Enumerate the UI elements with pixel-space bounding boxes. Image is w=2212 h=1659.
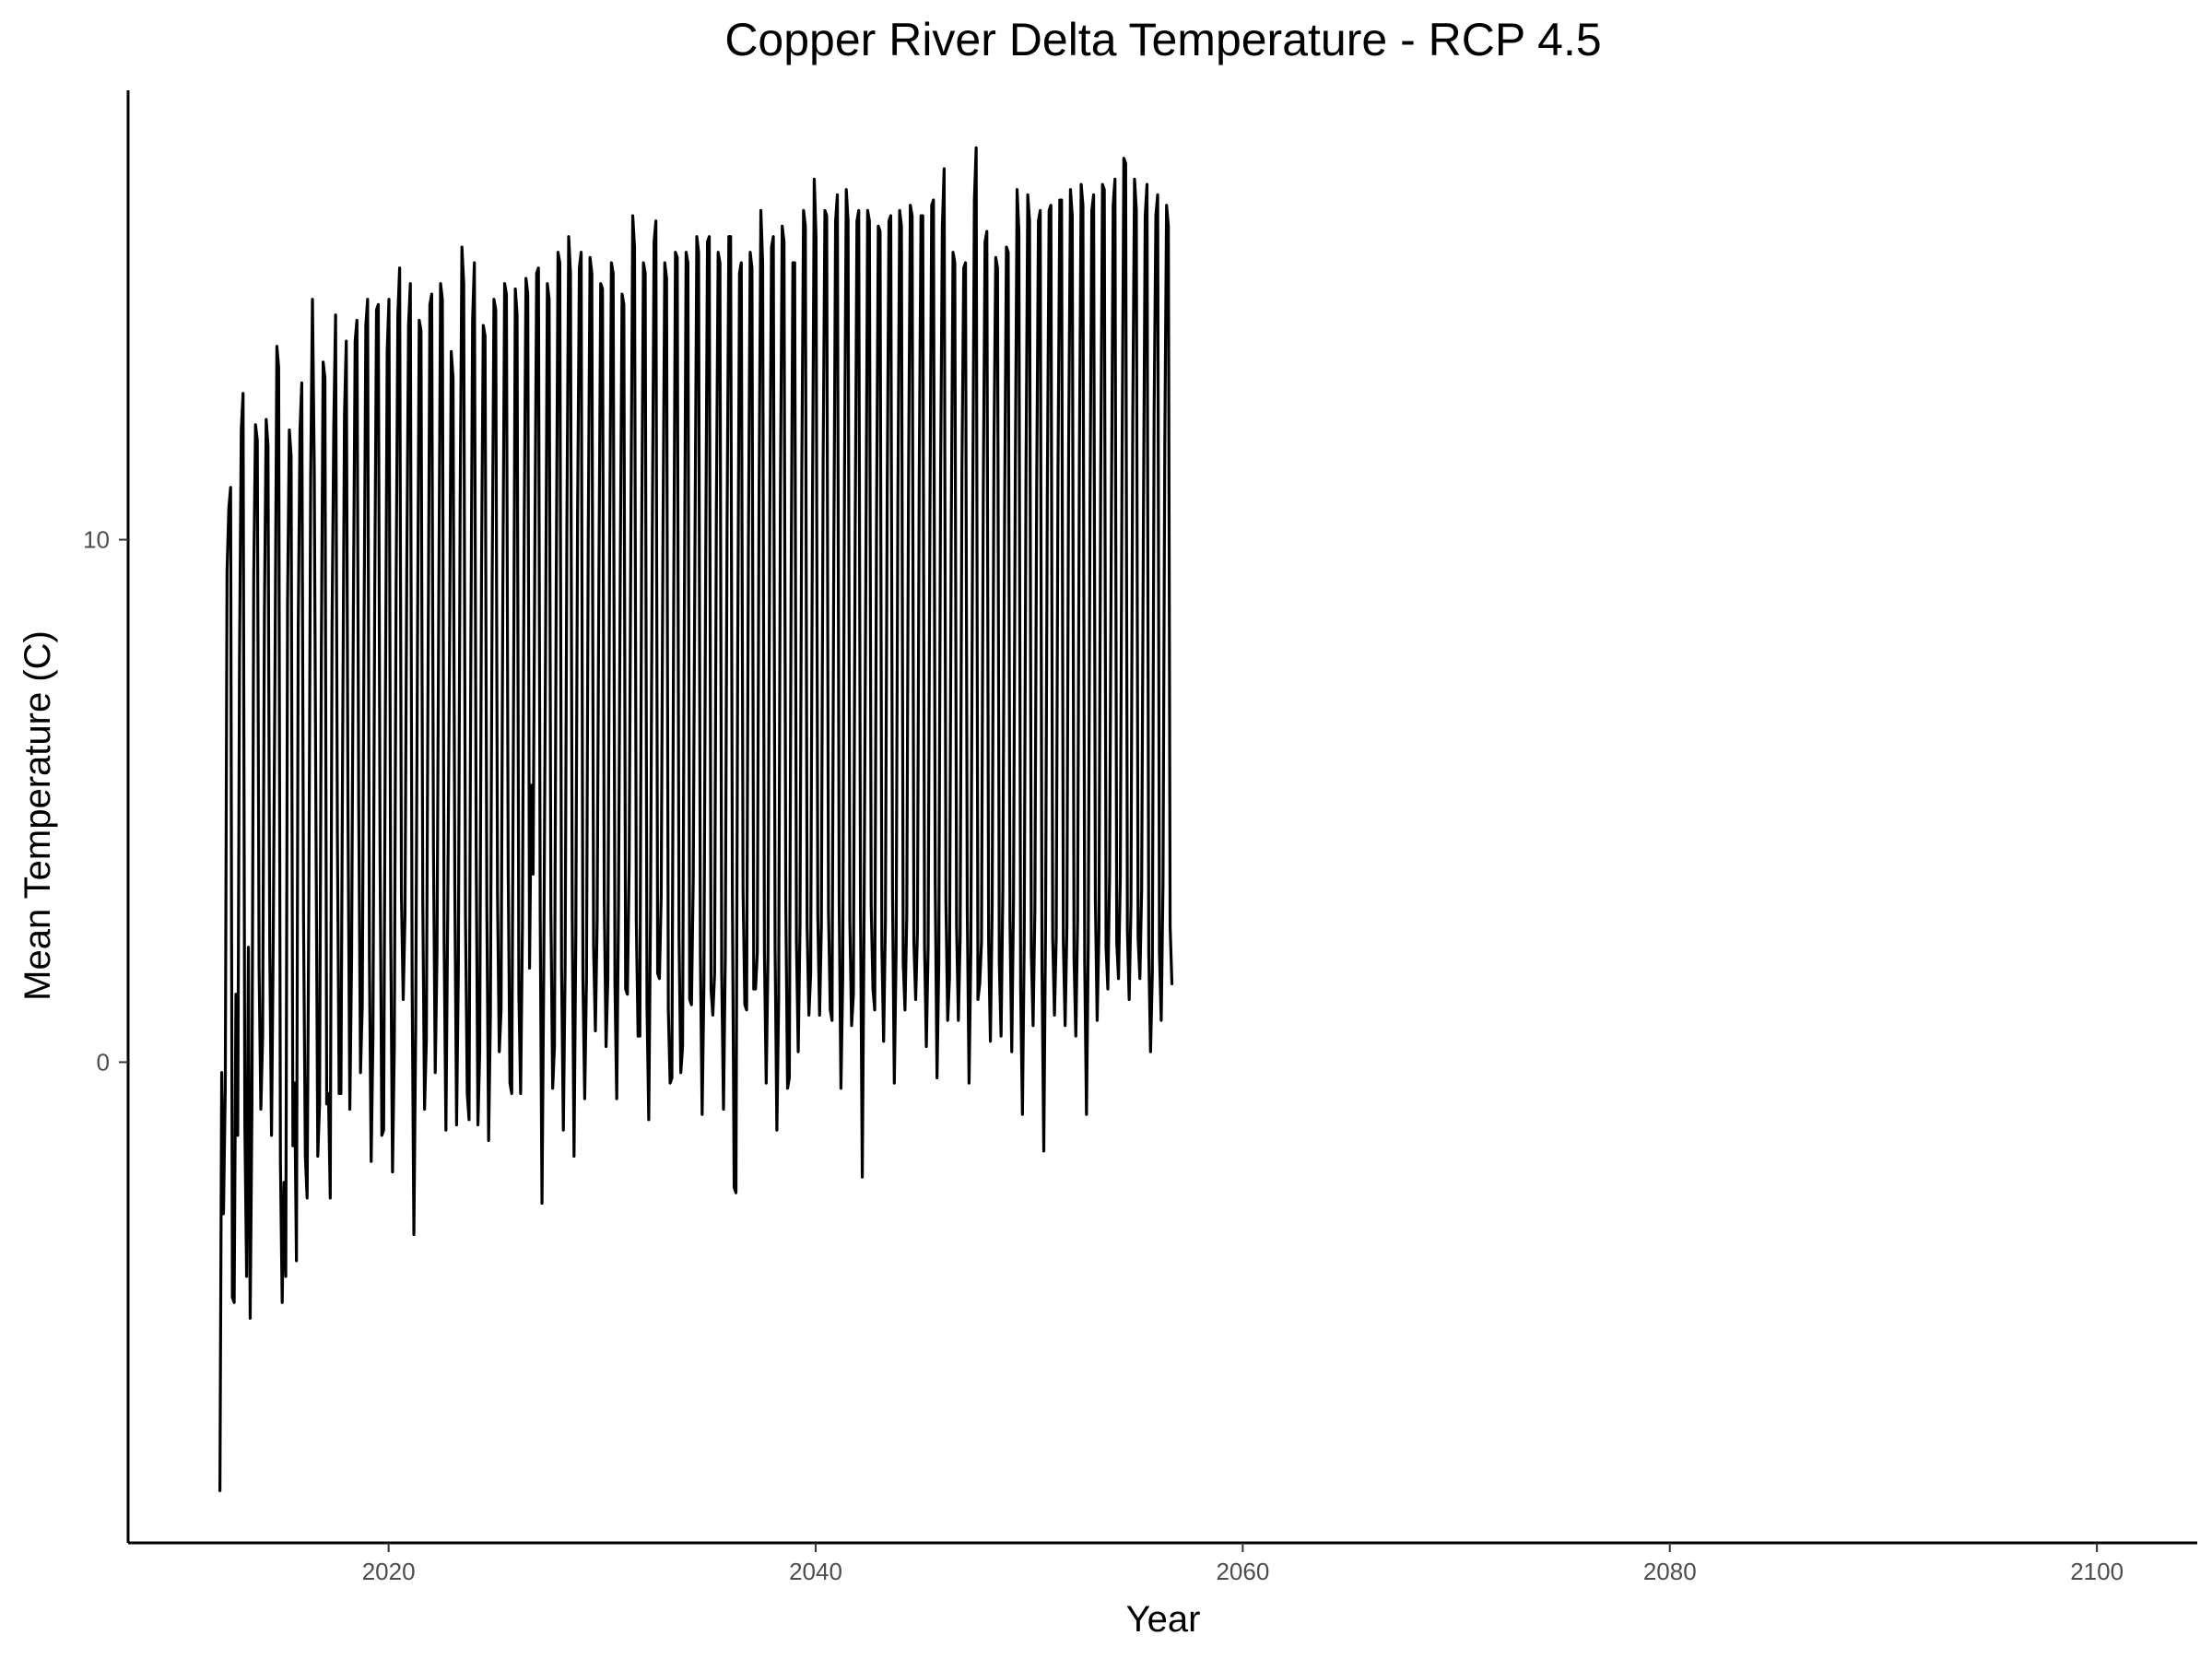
x-axis-title: Year bbox=[1126, 1599, 1201, 1640]
plot-area bbox=[218, 146, 1174, 1492]
x-tick-label: 2060 bbox=[1216, 1558, 1269, 1585]
series-line-temperature bbox=[218, 146, 1174, 1492]
x-tick-label: 2020 bbox=[362, 1558, 416, 1585]
y-tick-label: 0 bbox=[97, 1048, 110, 1076]
x-axis-ticks: 2020 2040 2060 2080 2100 bbox=[362, 1543, 2124, 1585]
y-tick-label: 10 bbox=[83, 526, 110, 554]
x-tick-label: 2080 bbox=[1643, 1558, 1697, 1585]
x-tick-label: 2040 bbox=[789, 1558, 842, 1585]
y-axis-title: Mean Temperature (C) bbox=[18, 630, 58, 1001]
y-axis-ticks: 0 10 bbox=[83, 526, 128, 1076]
x-tick-label: 2100 bbox=[2070, 1558, 2124, 1585]
chart-title: Copper River Delta Temperature - RCP 4.5 bbox=[724, 14, 1601, 65]
